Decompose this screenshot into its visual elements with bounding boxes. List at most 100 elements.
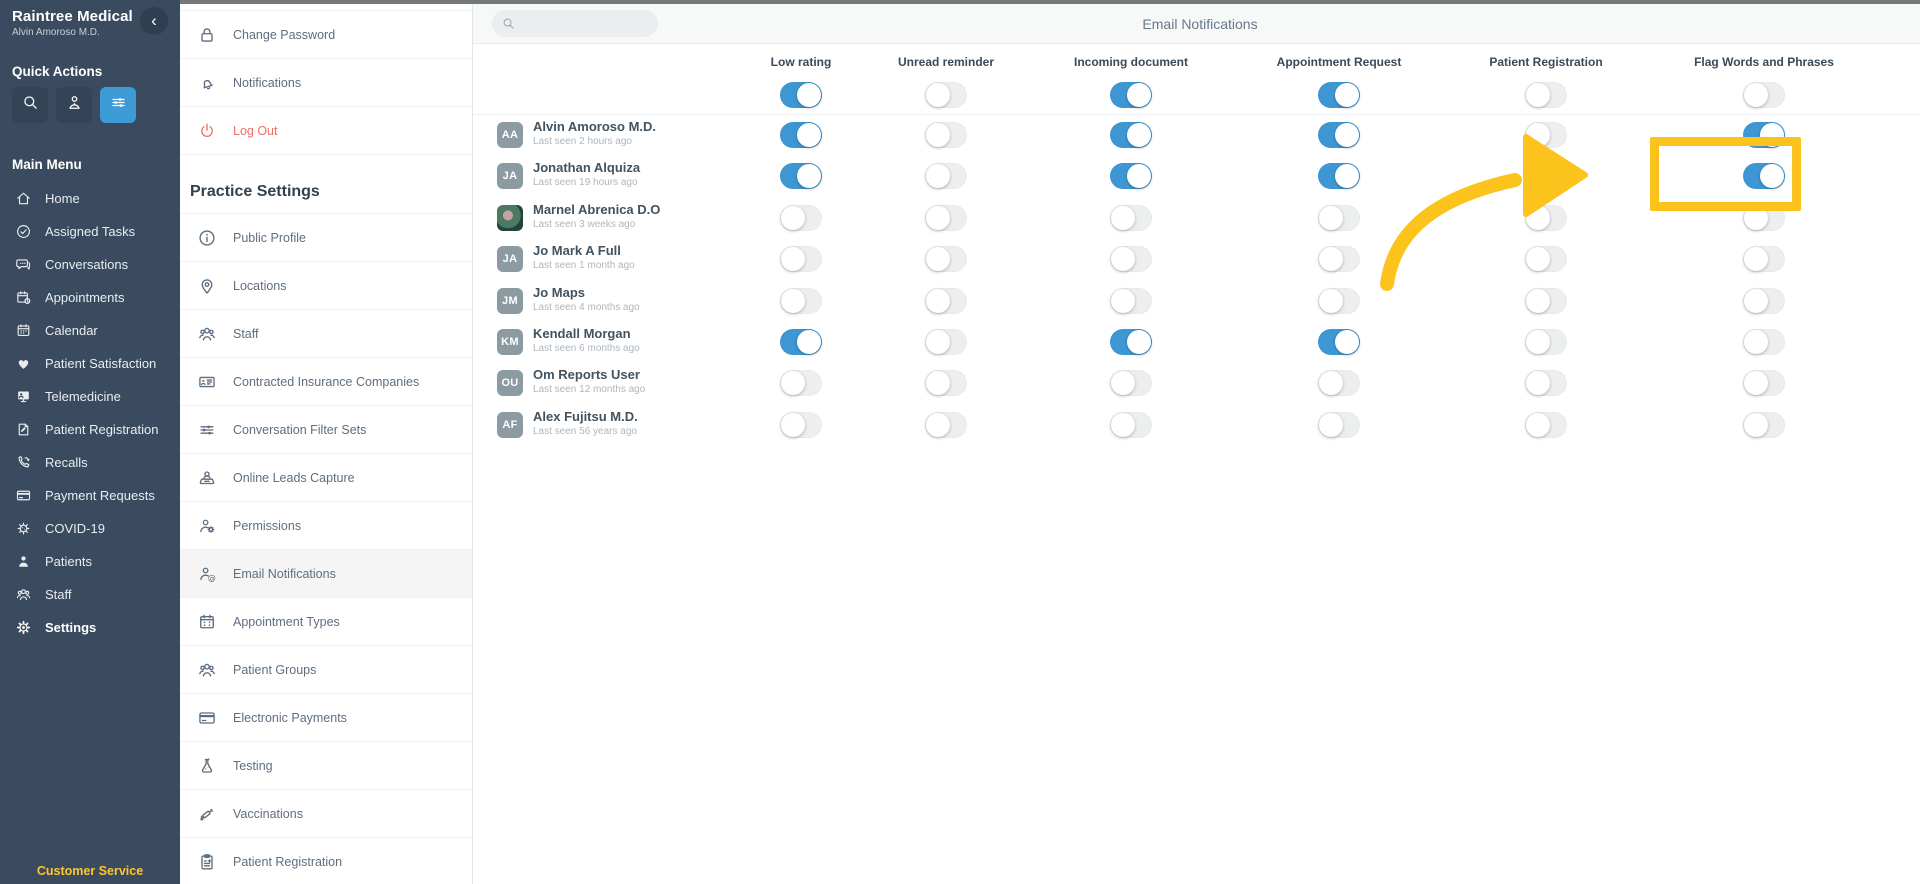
toggle-alvin-amoroso-m-d--incoming-document[interactable]	[1110, 122, 1152, 148]
toggle-alvin-amoroso-m-d--flag-words-and-phrases[interactable]	[1743, 122, 1785, 148]
toggle-jonathan-alquiza-incoming-document[interactable]	[1110, 163, 1152, 190]
toggle-kendall-morgan-appointment-request[interactable]	[1318, 329, 1360, 355]
heart-icon	[14, 355, 32, 372]
toggle-jo-maps-low-rating[interactable]	[780, 287, 822, 314]
settings-item-patient-registration[interactable]: Patient Registration	[180, 838, 472, 884]
settings-item-label: Staff	[233, 326, 259, 341]
toggle-jo-maps-flag-words-and-phrases[interactable]	[1743, 287, 1785, 314]
toggle-knob	[1526, 288, 1550, 313]
master-toggle-low-rating[interactable]	[780, 82, 822, 108]
master-toggle-incoming-document[interactable]	[1110, 82, 1152, 108]
toggle-jonathan-alquiza-low-rating[interactable]	[780, 163, 822, 190]
toggle-jo-maps-patient-registration[interactable]	[1525, 287, 1567, 314]
settings-item-appointment-types[interactable]: Appointment Types	[180, 598, 472, 646]
toggle-marnel-abrenica-d-o-patient-registration[interactable]	[1525, 204, 1567, 231]
user-row-jo-maps: JM Jo Maps Last seen 4 months ago	[473, 281, 1920, 322]
toggle-alvin-amoroso-m-d--appointment-request[interactable]	[1318, 122, 1360, 148]
sidebar-item-assigned-tasks[interactable]: Assigned Tasks	[0, 215, 180, 248]
toggle-jo-mark-a-full-flag-words-and-phrases[interactable]	[1743, 246, 1785, 273]
toggle-alvin-amoroso-m-d--unread-reminder[interactable]	[925, 122, 967, 148]
sidebar-item-staff[interactable]: Staff	[0, 578, 180, 611]
settings-item-log-out[interactable]: Log Out	[180, 107, 472, 155]
user-last-seen: Last seen 3 weeks ago	[533, 218, 636, 230]
toggle-kendall-morgan-unread-reminder[interactable]	[925, 329, 967, 355]
toggle-kendall-morgan-flag-words-and-phrases[interactable]	[1743, 329, 1785, 355]
toggle-jo-maps-unread-reminder[interactable]	[925, 287, 967, 314]
toggle-jonathan-alquiza-unread-reminder[interactable]	[925, 163, 967, 190]
toggle-jonathan-alquiza-appointment-request[interactable]	[1318, 163, 1360, 190]
settings-item-electronic-payments[interactable]: Electronic Payments	[180, 694, 472, 742]
sidebar-item-conversations[interactable]: Conversations	[0, 248, 180, 281]
settings-item-vaccinations[interactable]: Vaccinations	[180, 790, 472, 838]
toggle-jo-mark-a-full-appointment-request[interactable]	[1318, 246, 1360, 273]
toggle-alvin-amoroso-m-d--low-rating[interactable]	[780, 122, 822, 148]
settings-item-permissions[interactable]: Permissions	[180, 502, 472, 550]
master-toggle-patient-registration[interactable]	[1525, 82, 1567, 108]
settings-item-testing[interactable]: Testing	[180, 742, 472, 790]
sidebar-item-patient-satisfaction[interactable]: Patient Satisfaction	[0, 347, 180, 380]
flask-icon	[196, 756, 218, 776]
toggle-jonathan-alquiza-patient-registration[interactable]	[1525, 163, 1567, 190]
toggle-alex-fujitsu-m-d--unread-reminder[interactable]	[925, 411, 967, 438]
sidebar-item-patient-registration[interactable]: Patient Registration	[0, 413, 180, 446]
settings-item-locations[interactable]: Locations	[180, 262, 472, 310]
user-name: Jonathan Alquiza	[533, 160, 641, 176]
quick-action-search-button[interactable]	[12, 87, 48, 123]
toggle-om-reports-user-low-rating[interactable]	[780, 370, 822, 397]
toggle-alex-fujitsu-m-d--low-rating[interactable]	[780, 411, 822, 438]
settings-item-staff[interactable]: Staff	[180, 310, 472, 358]
settings-item-email-notifications[interactable]: @ Email Notifications	[180, 550, 472, 598]
sidebar-item-patients[interactable]: Patients	[0, 545, 180, 578]
toggle-kendall-morgan-incoming-document[interactable]	[1110, 329, 1152, 355]
quick-action-sliders-button[interactable]	[100, 87, 136, 123]
toggle-alex-fujitsu-m-d--appointment-request[interactable]	[1318, 411, 1360, 438]
toggle-om-reports-user-patient-registration[interactable]	[1525, 370, 1567, 397]
toggle-marnel-abrenica-d-o-unread-reminder[interactable]	[925, 204, 967, 231]
quick-action-person-care-button[interactable]	[56, 87, 92, 123]
sidebar-collapse-button[interactable]: ‹	[140, 7, 168, 35]
sidebar-item-telemedicine[interactable]: Telemedicine	[0, 380, 180, 413]
toggle-alex-fujitsu-m-d--incoming-document[interactable]	[1110, 411, 1152, 438]
settings-item-online-leads-capture[interactable]: Online Leads Capture	[180, 454, 472, 502]
toggle-jo-mark-a-full-incoming-document[interactable]	[1110, 246, 1152, 273]
master-toggle-appointment-request[interactable]	[1318, 82, 1360, 108]
search-input[interactable]	[492, 10, 658, 37]
toggle-jo-mark-a-full-patient-registration[interactable]	[1525, 246, 1567, 273]
toggle-alex-fujitsu-m-d--flag-words-and-phrases[interactable]	[1743, 411, 1785, 438]
toggle-kendall-morgan-patient-registration[interactable]	[1525, 329, 1567, 355]
sidebar-item-settings[interactable]: Settings	[0, 611, 180, 644]
settings-item-contracted-insurance-companies[interactable]: Contracted Insurance Companies	[180, 358, 472, 406]
sidebar-item-home[interactable]: Home	[0, 182, 180, 215]
toggle-om-reports-user-flag-words-and-phrases[interactable]	[1743, 370, 1785, 397]
toggle-jo-mark-a-full-low-rating[interactable]	[780, 246, 822, 273]
pin-icon	[196, 276, 218, 296]
settings-item-public-profile[interactable]: Public Profile	[180, 214, 472, 262]
settings-item-patient-groups[interactable]: Patient Groups	[180, 646, 472, 694]
toggle-kendall-morgan-low-rating[interactable]	[780, 329, 822, 355]
master-toggle-flag-words-and-phrases[interactable]	[1743, 82, 1785, 108]
sidebar-item-payment-requests[interactable]: Payment Requests	[0, 479, 180, 512]
toggle-om-reports-user-incoming-document[interactable]	[1110, 370, 1152, 397]
toggle-om-reports-user-unread-reminder[interactable]	[925, 370, 967, 397]
toggle-om-reports-user-appointment-request[interactable]	[1318, 370, 1360, 397]
sidebar-item-recalls[interactable]: Recalls	[0, 446, 180, 479]
settings-item-conversation-filter-sets[interactable]: Conversation Filter Sets	[180, 406, 472, 454]
toggle-marnel-abrenica-d-o-appointment-request[interactable]	[1318, 204, 1360, 231]
sidebar-item-calendar[interactable]: Calendar	[0, 314, 180, 347]
toggle-marnel-abrenica-d-o-flag-words-and-phrases[interactable]	[1743, 204, 1785, 231]
settings-item-change-password[interactable]: Change Password	[180, 11, 472, 59]
toggle-jonathan-alquiza-flag-words-and-phrases[interactable]	[1743, 163, 1785, 190]
settings-item-notifications[interactable]: Notifications	[180, 59, 472, 107]
sidebar-item-appointments[interactable]: Appointments	[0, 281, 180, 314]
toggle-jo-maps-appointment-request[interactable]	[1318, 287, 1360, 314]
sidebar-item-covid-19[interactable]: COVID-19	[0, 512, 180, 545]
customer-service-link[interactable]: Customer Service	[36, 864, 144, 878]
toggle-alex-fujitsu-m-d--patient-registration[interactable]	[1525, 411, 1567, 438]
master-toggle-unread-reminder[interactable]	[925, 82, 967, 108]
toggle-marnel-abrenica-d-o-incoming-document[interactable]	[1110, 204, 1152, 231]
toggle-alvin-amoroso-m-d--patient-registration[interactable]	[1525, 122, 1567, 148]
sliders-icon	[196, 420, 218, 440]
toggle-marnel-abrenica-d-o-low-rating[interactable]	[780, 204, 822, 231]
toggle-jo-mark-a-full-unread-reminder[interactable]	[925, 246, 967, 273]
toggle-jo-maps-incoming-document[interactable]	[1110, 287, 1152, 314]
